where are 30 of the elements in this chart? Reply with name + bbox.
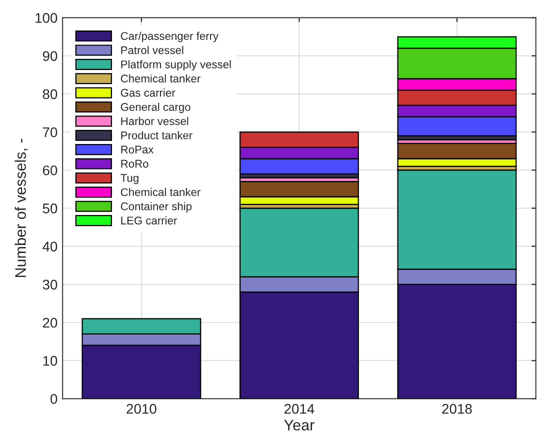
legend-label: Chemical tanker <box>120 188 200 196</box>
y-tick-label: 80 <box>42 89 58 100</box>
y-tick-label: 60 <box>42 165 58 176</box>
legend-label: Car/passenger ferry <box>120 32 219 42</box>
x-tick-label: 2014 <box>284 404 314 414</box>
x-tick-label: 2018 <box>442 404 472 414</box>
x-axis-title: Year <box>284 420 314 431</box>
y-tick-label: 10 <box>43 356 58 366</box>
legend-label: Product tanker <box>121 131 192 140</box>
legend-label: Platform supply vessel <box>121 60 231 71</box>
legend-label: Harbor vessel <box>121 116 188 126</box>
legend-label: Patrol vessel <box>121 46 184 54</box>
y-tick-label: 40 <box>42 242 58 252</box>
y-tick-label: 100 <box>36 13 58 23</box>
legend-label: Tug <box>120 174 138 184</box>
legend-label: RoRo <box>121 160 148 168</box>
x-tick-label: 2010 <box>126 404 156 414</box>
y-tick-label: 0 <box>50 394 58 404</box>
legend-label: General cargo <box>120 102 190 114</box>
legend-label: Chemical tanker <box>120 74 200 83</box>
legend-label: Gas carrier <box>120 88 176 97</box>
y-axis-title: Number of vessels, - <box>14 138 28 277</box>
y-tick-label: 70 <box>42 127 58 138</box>
legend-label: LEG carrier <box>121 216 177 224</box>
y-tick-label: 30 <box>42 280 58 290</box>
y-tick-label: 90 <box>42 51 58 61</box>
y-tick-label: 20 <box>42 318 58 328</box>
legend-label: Container ship <box>120 202 192 212</box>
legend-label: RoPax <box>121 146 154 154</box>
y-tick-label: 50 <box>42 204 58 214</box>
